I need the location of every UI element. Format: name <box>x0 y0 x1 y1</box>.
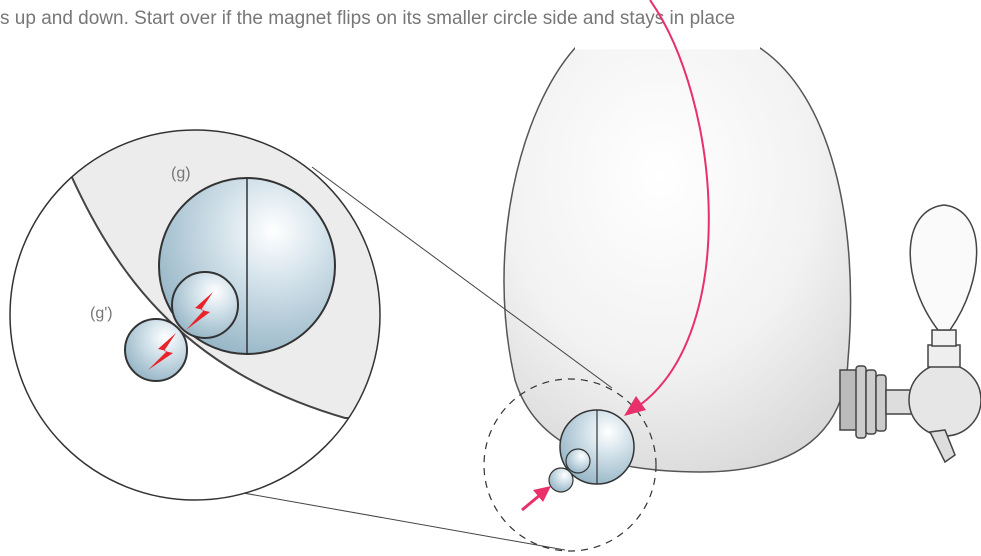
small-magnet <box>171 271 239 339</box>
detail-circle <box>483 378 657 552</box>
arrowhead <box>533 486 551 502</box>
zoom-line <box>311 166 613 389</box>
tap <box>839 204 981 464</box>
zoom-circle <box>9 129 381 501</box>
spark <box>186 292 213 330</box>
small-magnet <box>124 318 188 382</box>
arrow <box>521 493 541 512</box>
small-magnet <box>548 467 574 493</box>
small-magnet <box>565 448 591 474</box>
tank <box>503 47 852 473</box>
spark <box>148 333 176 370</box>
label: (g) <box>171 165 191 182</box>
label: (g') <box>90 305 113 322</box>
arrow <box>639 0 710 406</box>
arrowhead <box>624 396 646 416</box>
instruction-text: s up and down. Start over if the magnet … <box>0 8 735 29</box>
